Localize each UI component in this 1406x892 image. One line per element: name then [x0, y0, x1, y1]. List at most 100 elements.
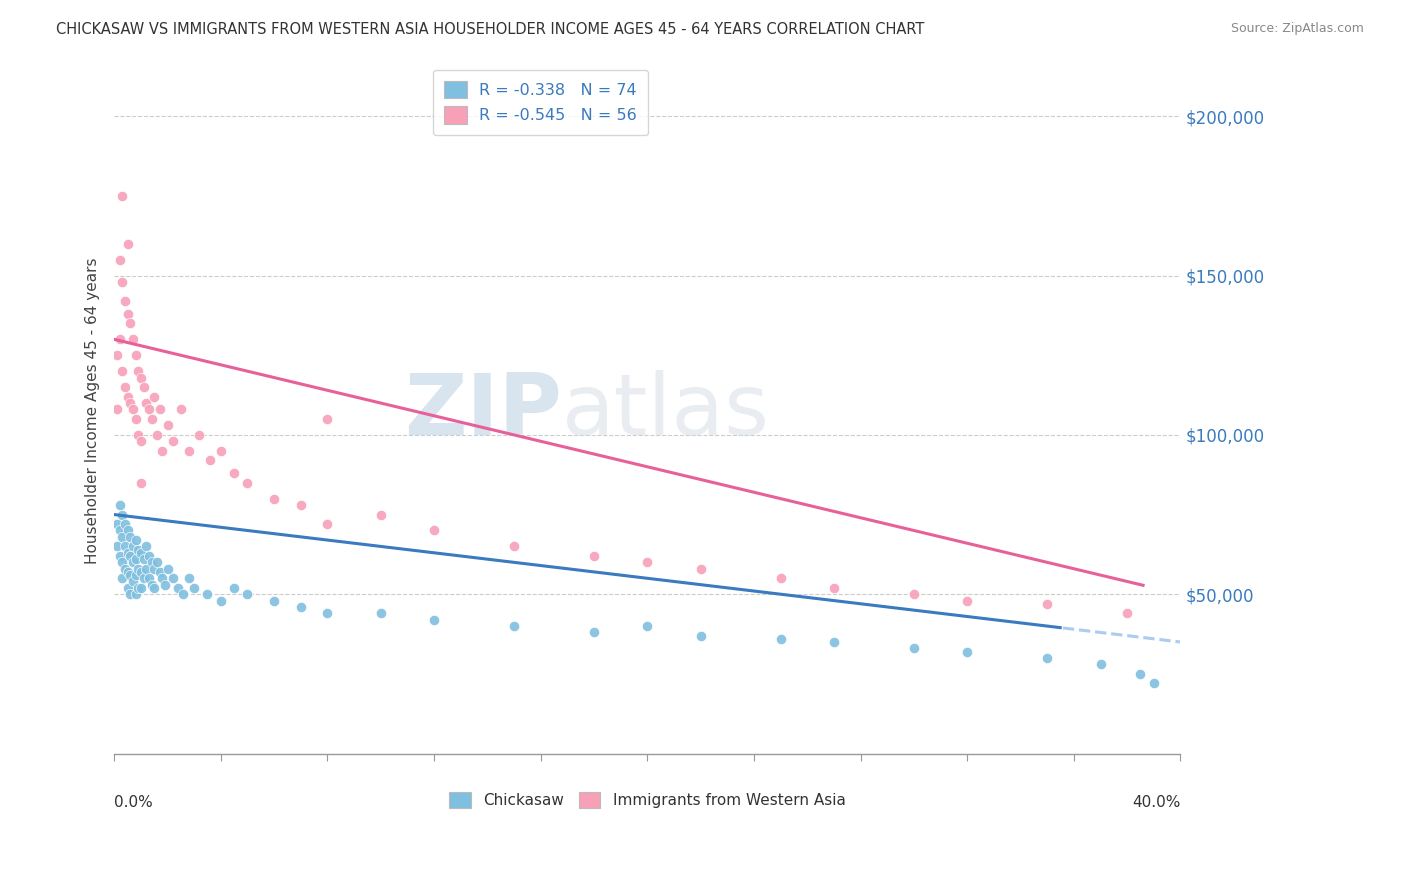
- Point: [153, 577, 176, 591]
- Text: CHICKASAW VS IMMIGRANTS FROM WESTERN ASIA HOUSEHOLDER INCOME AGES 45 - 64 YEARS : CHICKASAW VS IMMIGRANTS FROM WESTERN ASI…: [56, 22, 925, 37]
- Point: [114, 294, 136, 309]
- Point: [183, 581, 205, 595]
- Point: [263, 593, 285, 607]
- Point: [316, 517, 339, 532]
- Y-axis label: Householder Income Ages 45 - 64 years: Householder Income Ages 45 - 64 years: [86, 258, 100, 565]
- Point: [108, 549, 131, 563]
- Point: [503, 540, 526, 554]
- Point: [121, 332, 143, 346]
- Point: [689, 562, 711, 576]
- Point: [148, 565, 170, 579]
- Point: [114, 540, 136, 554]
- Point: [188, 428, 211, 442]
- Point: [582, 625, 605, 640]
- Point: [150, 443, 173, 458]
- Point: [117, 524, 139, 538]
- Point: [124, 533, 146, 547]
- Point: [143, 562, 166, 576]
- Point: [138, 571, 160, 585]
- Point: [370, 607, 392, 621]
- Point: [105, 517, 128, 532]
- Point: [769, 571, 792, 585]
- Text: Source: ZipAtlas.com: Source: ZipAtlas.com: [1230, 22, 1364, 36]
- Point: [197, 587, 219, 601]
- Point: [177, 443, 200, 458]
- Point: [903, 641, 925, 656]
- Point: [636, 619, 658, 633]
- Point: [127, 364, 149, 378]
- Point: [148, 402, 170, 417]
- Point: [117, 565, 139, 579]
- Point: [224, 466, 246, 480]
- Point: [135, 562, 157, 576]
- Point: [129, 546, 152, 560]
- Point: [127, 428, 149, 442]
- Point: [120, 587, 142, 601]
- Point: [108, 524, 131, 538]
- Point: [105, 540, 128, 554]
- Point: [143, 390, 166, 404]
- Point: [111, 555, 134, 569]
- Point: [956, 593, 979, 607]
- Point: [156, 418, 179, 433]
- Point: [114, 517, 136, 532]
- Point: [162, 434, 184, 449]
- Point: [316, 412, 339, 426]
- Point: [120, 530, 142, 544]
- Point: [127, 562, 149, 576]
- Point: [1129, 666, 1152, 681]
- Point: [263, 491, 285, 506]
- Point: [132, 380, 155, 394]
- Point: [236, 587, 259, 601]
- Point: [209, 593, 232, 607]
- Point: [108, 252, 131, 267]
- Point: [956, 644, 979, 658]
- Point: [111, 189, 134, 203]
- Point: [689, 629, 711, 643]
- Point: [503, 619, 526, 633]
- Point: [117, 307, 139, 321]
- Point: [108, 332, 131, 346]
- Point: [120, 317, 142, 331]
- Point: [173, 587, 195, 601]
- Point: [316, 607, 339, 621]
- Text: 40.0%: 40.0%: [1132, 795, 1181, 810]
- Point: [290, 498, 312, 512]
- Point: [141, 577, 163, 591]
- Point: [290, 599, 312, 614]
- Point: [141, 412, 163, 426]
- Point: [129, 475, 152, 490]
- Point: [111, 508, 134, 522]
- Point: [370, 508, 392, 522]
- Point: [236, 475, 259, 490]
- Point: [129, 565, 152, 579]
- Point: [141, 555, 163, 569]
- Point: [129, 370, 152, 384]
- Point: [124, 348, 146, 362]
- Point: [423, 613, 446, 627]
- Point: [769, 632, 792, 646]
- Point: [132, 552, 155, 566]
- Point: [121, 402, 143, 417]
- Point: [121, 540, 143, 554]
- Point: [1090, 657, 1112, 672]
- Point: [117, 581, 139, 595]
- Point: [156, 562, 179, 576]
- Point: [124, 412, 146, 426]
- Point: [117, 390, 139, 404]
- Point: [150, 571, 173, 585]
- Point: [120, 396, 142, 410]
- Point: [124, 552, 146, 566]
- Point: [1116, 607, 1139, 621]
- Point: [117, 546, 139, 560]
- Point: [138, 402, 160, 417]
- Point: [127, 542, 149, 557]
- Point: [823, 581, 845, 595]
- Point: [177, 571, 200, 585]
- Point: [1036, 651, 1059, 665]
- Point: [135, 540, 157, 554]
- Legend: Chickasaw, Immigrants from Western Asia: Chickasaw, Immigrants from Western Asia: [443, 786, 852, 814]
- Point: [138, 549, 160, 563]
- Text: atlas: atlas: [562, 369, 770, 452]
- Point: [198, 453, 221, 467]
